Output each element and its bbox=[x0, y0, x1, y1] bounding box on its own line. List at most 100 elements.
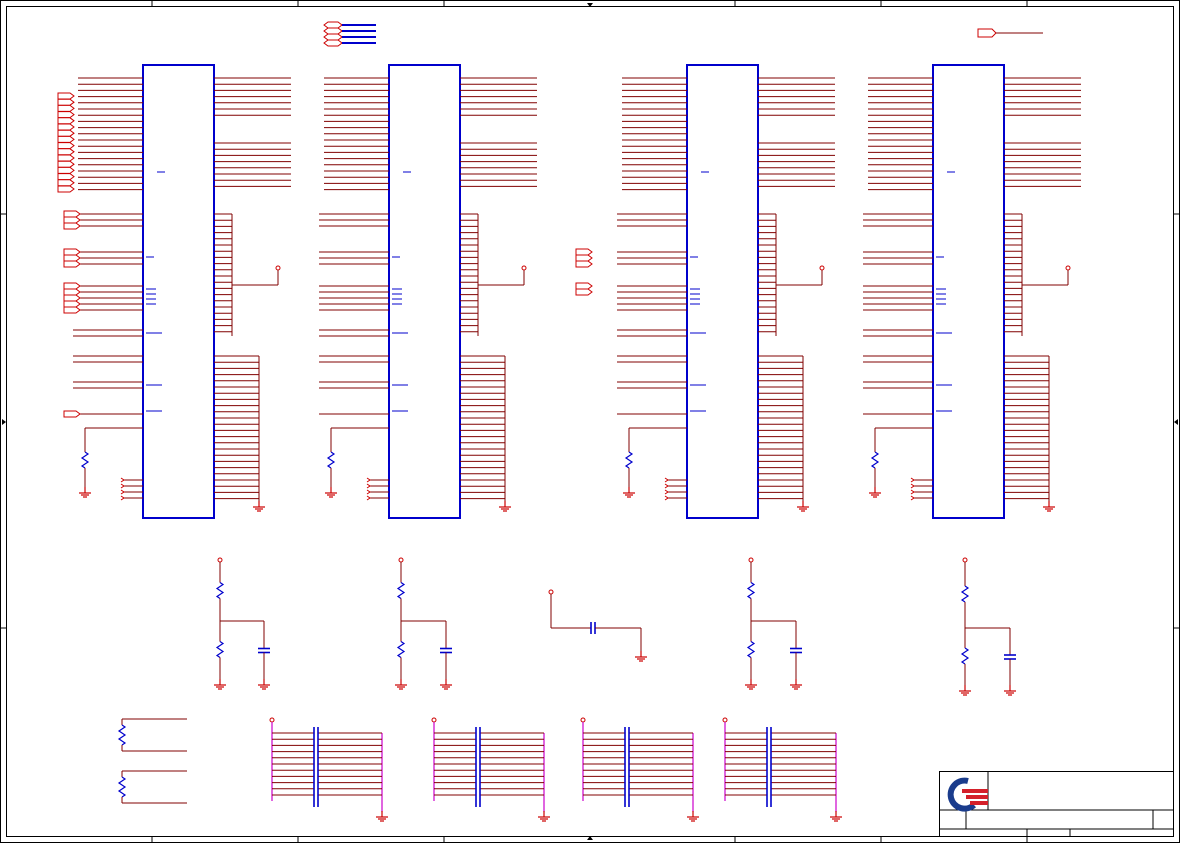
power-rail-symbol bbox=[217, 557, 223, 563]
port-tag bbox=[57, 142, 75, 150]
memory-chip bbox=[863, 64, 1081, 519]
pull-down-resistor bbox=[326, 451, 336, 469]
port-tag bbox=[57, 123, 75, 131]
top-bus-connectors bbox=[323, 21, 376, 47]
ground-symbol bbox=[253, 501, 265, 512]
ground-symbol bbox=[635, 651, 647, 662]
company-logo bbox=[947, 777, 988, 812]
memory-chip bbox=[319, 64, 537, 519]
power-rail-symbol bbox=[1065, 265, 1071, 271]
port-tag bbox=[57, 129, 75, 137]
port-tag bbox=[63, 248, 81, 256]
ground-symbol bbox=[790, 679, 802, 690]
port-tag bbox=[57, 185, 75, 193]
capacitor-bank bbox=[431, 717, 550, 822]
port-tag bbox=[575, 260, 593, 268]
port-tag bbox=[63, 288, 81, 296]
ground-symbol bbox=[687, 811, 699, 822]
port-tag bbox=[57, 148, 75, 156]
capacitor-bank bbox=[269, 717, 388, 822]
ground-symbol bbox=[869, 487, 881, 498]
resistor bbox=[960, 562, 970, 628]
port-tag bbox=[57, 179, 75, 187]
port-tag bbox=[63, 210, 81, 218]
port-tag bbox=[63, 216, 81, 224]
power-rail-symbol bbox=[521, 265, 527, 271]
ground-symbol bbox=[1043, 501, 1055, 512]
power-rail-symbol bbox=[548, 589, 554, 595]
voltage-divider bbox=[959, 557, 1016, 696]
port-tag bbox=[575, 254, 593, 262]
resistor bbox=[396, 562, 406, 621]
ground-symbol bbox=[830, 811, 842, 822]
power-rail-symbol bbox=[819, 265, 825, 271]
port-tag bbox=[57, 154, 75, 162]
port-tag bbox=[63, 260, 81, 268]
chip-body bbox=[388, 64, 461, 519]
pull-down-resistor bbox=[80, 451, 90, 469]
ground-symbol bbox=[214, 679, 226, 690]
memory-chip-array bbox=[57, 64, 1081, 519]
port-tag bbox=[63, 300, 81, 308]
capacitor bbox=[258, 621, 270, 680]
port-tag bbox=[57, 173, 75, 181]
resistor bbox=[960, 628, 970, 686]
chip-body bbox=[932, 64, 1005, 519]
bias-networks bbox=[214, 557, 1016, 696]
port-tag bbox=[57, 104, 75, 112]
port-tag bbox=[575, 288, 593, 296]
capacitor bbox=[790, 621, 802, 680]
power-rail-symbol bbox=[269, 717, 275, 723]
memory-chip bbox=[73, 64, 291, 519]
ground-symbol bbox=[499, 501, 511, 512]
capacitor bbox=[590, 622, 596, 634]
ground-symbol bbox=[623, 487, 635, 498]
port-tag bbox=[57, 111, 75, 119]
power-rail-symbol bbox=[748, 557, 754, 563]
port-tag bbox=[63, 294, 81, 302]
port-tag bbox=[57, 135, 75, 143]
resistor bbox=[396, 621, 406, 680]
power-rail-symbol bbox=[722, 717, 728, 723]
termination-resistors bbox=[117, 718, 187, 804]
voltage-divider bbox=[395, 557, 452, 690]
pull-down-resistor bbox=[870, 451, 880, 469]
port-tag bbox=[57, 98, 75, 106]
port-tag bbox=[63, 222, 81, 230]
ground-symbol bbox=[258, 679, 270, 690]
ground-symbol bbox=[745, 679, 757, 690]
port-tag bbox=[63, 410, 81, 418]
ground-symbol bbox=[959, 685, 971, 696]
power-rail-symbol bbox=[398, 557, 404, 563]
ground-symbol bbox=[1004, 685, 1016, 696]
port-tag bbox=[57, 117, 75, 125]
resistor bbox=[746, 621, 756, 680]
capacitor-bank bbox=[722, 717, 842, 822]
ground-symbol bbox=[440, 679, 452, 690]
ground-symbol bbox=[325, 487, 337, 498]
coupling-capacitor bbox=[548, 589, 647, 662]
resistor bbox=[215, 562, 225, 621]
input-port-tags bbox=[57, 92, 593, 418]
capacitor-bank bbox=[580, 717, 699, 822]
port-tag bbox=[575, 282, 593, 290]
capacitor bbox=[440, 621, 452, 680]
power-rail-symbol bbox=[580, 717, 586, 723]
ground-symbol bbox=[797, 501, 809, 512]
port-tag bbox=[57, 92, 75, 100]
ground-symbol bbox=[395, 679, 407, 690]
memory-chip bbox=[617, 64, 835, 519]
ground-symbol bbox=[538, 811, 550, 822]
port-tag bbox=[63, 282, 81, 290]
port-tag bbox=[63, 306, 81, 314]
port-tag bbox=[575, 248, 593, 256]
port-tag bbox=[57, 160, 75, 168]
power-rail-symbol bbox=[275, 265, 281, 271]
power-rail-symbol bbox=[431, 717, 437, 723]
port-tag bbox=[57, 166, 75, 174]
ground-symbol bbox=[79, 487, 91, 498]
capacitor bbox=[1004, 628, 1016, 686]
chip-body bbox=[686, 64, 759, 519]
port-tag bbox=[63, 254, 81, 262]
